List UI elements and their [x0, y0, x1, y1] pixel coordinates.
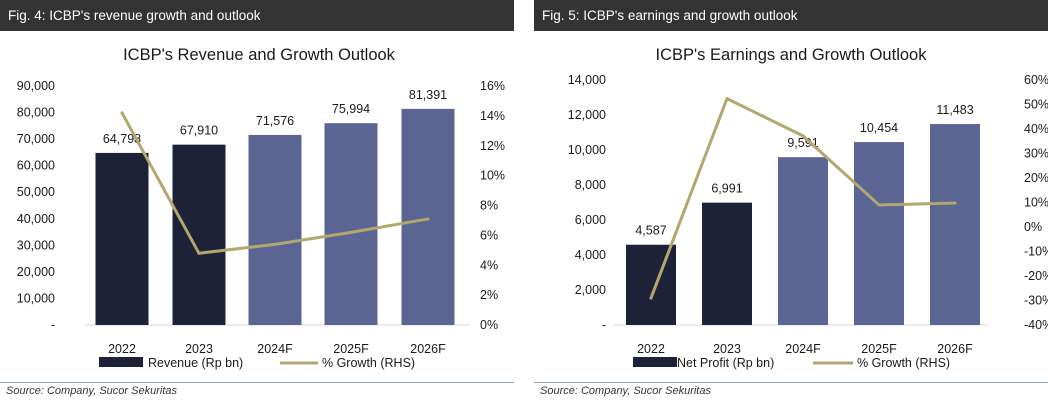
x-axis-tick-label: 2024F — [257, 342, 293, 356]
legend-swatch-bar — [633, 357, 677, 367]
earnings-chart: ICBP's Earnings and Growth Outlook - 2,000… — [568, 46, 1048, 370]
divider — [0, 382, 514, 383]
y2-axis-tick-label: 0% — [1024, 220, 1042, 234]
growth-point — [877, 203, 881, 207]
bar-data-label: 81,391 — [409, 88, 447, 102]
revenue-chart: ICBP's Revenue and Growth Outlook - 10,000… — [17, 46, 505, 370]
bar — [401, 108, 455, 325]
bar-data-label: 6,991 — [711, 182, 742, 196]
y-axis-tick-label: 70,000 — [17, 132, 55, 146]
growth-point — [349, 230, 353, 234]
bar — [324, 123, 378, 325]
bar — [248, 134, 302, 325]
y2-axis-tick-label: 6% — [480, 228, 498, 242]
y-axis-tick-label: 60,000 — [17, 159, 55, 173]
source-note: Source: Company, Sucor Sekuritas — [6, 385, 177, 397]
bar-data-label: 10,454 — [860, 121, 898, 135]
x-axis-tick-label: 2026F — [410, 342, 446, 356]
y-axis-tick-label: 40,000 — [17, 212, 55, 226]
bar-data-label: 67,910 — [180, 124, 218, 138]
y2-axis-tick-label: 60% — [1024, 73, 1048, 87]
growth-point — [120, 111, 124, 115]
chart-title: ICBP's Revenue and Growth Outlook — [123, 46, 396, 64]
y2-axis-tick-label: 12% — [480, 139, 505, 153]
x-axis-tick-label: 2022 — [108, 342, 136, 356]
y2-axis-tick-label: 10% — [1024, 196, 1048, 210]
bar-data-label: 75,994 — [332, 102, 370, 116]
growth-point — [273, 242, 277, 246]
legend-label: % Growth (RHS) — [322, 356, 415, 370]
y-axis-tick-label: 4,000 — [575, 248, 606, 262]
x-axis-tick-label: 2023 — [713, 342, 741, 356]
legend-label: Net Profit (Rp bn) — [677, 356, 774, 370]
y2-axis-tick-label: -40% — [1024, 318, 1048, 332]
figure-header: Fig. 5: ICBP's earnings and growth outlo… — [534, 0, 1048, 31]
figure-earnings: Fig. 5: ICBP's earnings and growth outlo… — [534, 0, 1048, 402]
growth-point — [197, 251, 201, 255]
y2-axis-tick-label: 10% — [480, 169, 505, 183]
growth-point — [725, 97, 729, 101]
y-axis-tick-label: 80,000 — [17, 106, 55, 120]
y2-axis-tick-label: 2% — [480, 288, 498, 302]
chart-title: ICBP's Earnings and Growth Outlook — [656, 46, 928, 64]
bar-data-label: 9,591 — [787, 136, 818, 150]
bar — [854, 142, 904, 325]
figure-revenue: Fig. 4: ICBP's revenue growth and outloo… — [0, 0, 514, 402]
x-axis-tick-label: 2025F — [861, 342, 897, 356]
legend-swatch-bar — [99, 357, 143, 367]
y-axis-tick-label: 8,000 — [575, 178, 606, 192]
bar-data-label: 64,798 — [103, 132, 141, 146]
bar — [95, 152, 149, 325]
bar — [702, 202, 752, 325]
y2-axis-tick-label: 50% — [1024, 98, 1048, 112]
y2-axis-tick-label: 40% — [1024, 122, 1048, 136]
divider — [534, 382, 1048, 383]
growth-point — [426, 217, 430, 221]
y-axis-tick-label: 90,000 — [17, 79, 55, 93]
figure-header: Fig. 4: ICBP's revenue growth and outloo… — [0, 0, 514, 31]
y2-axis-tick-label: 4% — [480, 258, 498, 272]
bar — [778, 157, 828, 325]
growth-point — [649, 296, 653, 300]
y-axis-tick-label: 20,000 — [17, 265, 55, 279]
y-axis-tick-label: 30,000 — [17, 238, 55, 252]
bar — [626, 244, 676, 325]
x-axis-tick-label: 2024F — [785, 342, 821, 356]
bar-data-label: 4,587 — [635, 224, 666, 238]
x-axis-tick-label: 2023 — [185, 342, 213, 356]
y2-axis-tick-label: 30% — [1024, 147, 1048, 161]
x-axis-tick-label: 2026F — [937, 342, 973, 356]
source-note: Source: Company, Sucor Sekuritas — [540, 385, 711, 397]
y-axis-tick-label: 10,000 — [17, 291, 55, 305]
bar — [172, 144, 226, 325]
y-axis-tick-label: 10,000 — [568, 143, 606, 157]
growth-point — [801, 134, 805, 138]
y-axis-tick-label: - — [602, 318, 606, 332]
y-axis-tick-label: 6,000 — [575, 213, 606, 227]
growth-point — [953, 201, 957, 205]
y2-axis-tick-label: 20% — [1024, 171, 1048, 185]
y2-axis-tick-label: 16% — [480, 79, 505, 93]
legend-label: % Growth (RHS) — [857, 356, 950, 370]
legend-label: Revenue (Rp bn) — [148, 356, 243, 370]
y2-axis-tick-label: 0% — [480, 318, 498, 332]
y-axis-tick-label: 14,000 — [568, 73, 606, 87]
y2-axis-tick-label: 8% — [480, 199, 498, 213]
bar-data-label: 11,483 — [936, 103, 973, 117]
x-axis-tick-label: 2022 — [637, 342, 665, 356]
bar — [930, 124, 980, 325]
y2-axis-tick-label: 14% — [480, 109, 505, 123]
bar-data-label: 71,576 — [256, 114, 294, 128]
y2-axis-tick-label: -10% — [1024, 245, 1048, 259]
y-axis-tick-label: 12,000 — [568, 108, 606, 122]
y-axis-tick-label: 2,000 — [575, 283, 606, 297]
x-axis-tick-label: 2025F — [333, 342, 369, 356]
y2-axis-tick-label: -30% — [1024, 294, 1048, 308]
y-axis-tick-label: - — [51, 318, 55, 332]
y-axis-tick-label: 50,000 — [17, 185, 55, 199]
y2-axis-tick-label: -20% — [1024, 269, 1048, 283]
